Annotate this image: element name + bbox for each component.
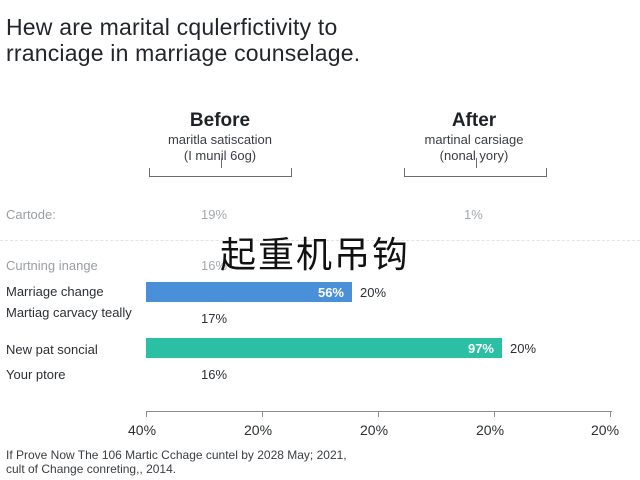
x-axis-tick [262, 411, 263, 417]
row-divider [0, 240, 640, 241]
before-bracket [149, 158, 292, 177]
bar-new-pat-soncial [146, 338, 502, 358]
x-axis-tick [378, 411, 379, 417]
row-value-cartode-before: 19% [201, 207, 228, 222]
footnote-line-2: cult of Change conreting,, 2014. [6, 462, 177, 476]
before-column-header: Before maritla satiscation (I munil 6og) [140, 110, 300, 164]
title-line-1: Hew are marital cqulerfictivity to [6, 14, 338, 40]
chart-title: Hew are marital cqulerfictivity to rranc… [6, 14, 360, 66]
row-label-martiag-carvacy: Martiag carvacy teally [6, 305, 132, 320]
x-tick-label: 20% [244, 422, 273, 438]
after-heading: After [451, 110, 497, 131]
x-axis-tick [146, 411, 147, 417]
x-tick-label: 20% [591, 422, 620, 438]
row-label-your-ptore: Your ptore [6, 367, 66, 382]
row-label-cartode: Cartode: [6, 207, 56, 222]
footnote-line-1: If Prove Now The 106 Martic Cchage cunte… [6, 448, 347, 462]
before-subtitle: maritla satiscation [167, 132, 273, 147]
row-side-value-new-pat-soncial: 20% [510, 341, 537, 356]
title-line-2: rranciage in marriage counselage. [6, 40, 361, 66]
after-subtitle: martinal carsiage [424, 132, 524, 147]
after-column-header: After martinal carsiage (nonal yory) [394, 110, 554, 164]
x-axis-line [146, 411, 612, 412]
after-bracket [404, 158, 547, 177]
x-tick-label: 20% [476, 422, 505, 438]
watermark: 起重机吊钩 [220, 235, 411, 276]
before-bracket-tick [220, 158, 222, 168]
after-bracket-tick [475, 158, 477, 168]
x-tick-label: 40% [128, 422, 157, 438]
bar-value-marriage-change: 56% [317, 285, 344, 300]
before-subtitle-2: (I munil 6og) [183, 148, 257, 163]
x-axis-tick [494, 411, 495, 417]
row-value-cartode-after: 1% [464, 207, 483, 222]
bar-marriage-change [146, 282, 352, 302]
row-value-your-ptore: 16% [201, 367, 228, 382]
row-label-marriage-change: Marriage change [6, 284, 104, 299]
row-value-martiag-carvacy: 17% [201, 311, 228, 326]
bar-value-new-pat-soncial: 97% [467, 341, 494, 356]
after-subtitle-2: (nonal yory) [439, 148, 509, 163]
row-value-curtning-inange: 16% [201, 258, 228, 273]
row-label-new-pat-soncial: New pat soncial [6, 342, 98, 357]
x-tick-label: 20% [360, 422, 389, 438]
row-side-value-marriage-change: 20% [360, 285, 387, 300]
x-axis-tick [610, 411, 611, 417]
row-label-curtning-inange: Curtning inange [6, 258, 98, 273]
before-heading: Before [189, 110, 251, 131]
